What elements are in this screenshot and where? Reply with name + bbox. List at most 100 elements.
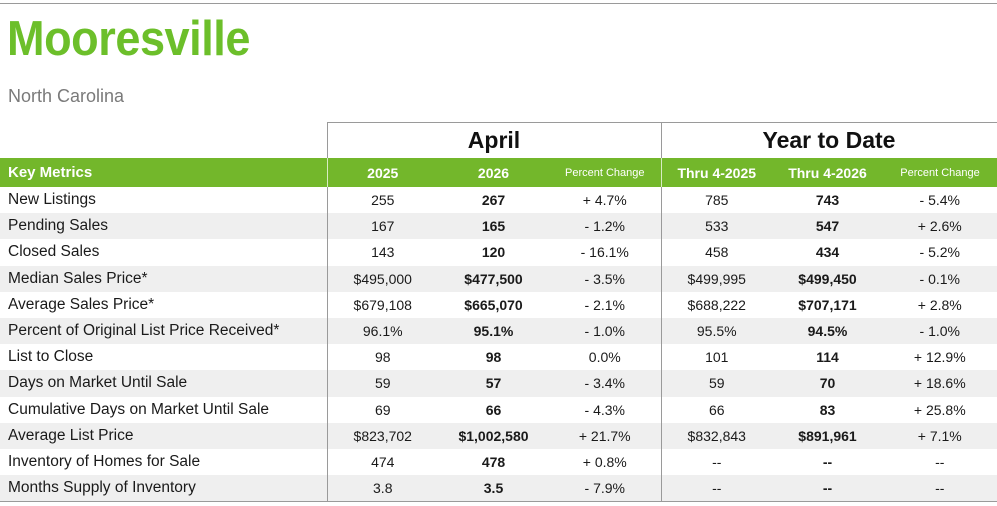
april-2026-value: 120 [481, 244, 506, 261]
ytd-2026-value: 94.5% [772, 317, 883, 345]
metric-label: Closed Sales [8, 243, 100, 261]
ytd-2025-value: -- [660, 475, 772, 503]
ytd-percent-change: + 7.1% [883, 422, 997, 449]
group-header-row: April Year to Date [0, 122, 997, 159]
table-row: Pending Sales 167 165 - 1.2% 533 547 + 2… [0, 213, 997, 240]
metrics-table: April Year to Date Key Metrics 2025 2026… [0, 122, 997, 503]
ytd-percent-change: + 2.6% [883, 213, 997, 240]
ytd-percent-change: + 12.9% [883, 344, 997, 371]
april-2026-value: $477,500 [438, 265, 549, 292]
april-2025-value: $679,108 [326, 291, 438, 318]
april-percent-change: - 16.1% [580, 244, 629, 261]
april-2026-value: $1,002,580 [438, 422, 549, 449]
april-2025-value: 3.8 [326, 475, 438, 503]
metric-label: New Listings [8, 191, 96, 209]
april-2025-value: 98 [326, 344, 438, 371]
metric-label: Months Supply of Inventory [0, 475, 327, 503]
ytd-2026-value: $891,961 [772, 422, 883, 449]
metric-label: Inventory of Homes for Sale [8, 452, 201, 470]
ytd-2026-value: $707,171 [798, 296, 857, 313]
table-row: Months Supply of Inventory 3.8 3.5 - 7.9… [0, 475, 997, 503]
ytd-2025-value: $688,222 [660, 291, 772, 318]
metric-label: Pending Sales [0, 213, 327, 240]
april-2025-value: 167 [326, 213, 438, 240]
ytd-percent-change: - 0.1% [883, 265, 997, 292]
ytd-2026-value: 83 [819, 401, 836, 418]
ytd-percent-change: + 18.6% [883, 370, 997, 397]
ytd-2025-value: 59 [660, 370, 772, 397]
top-divider [0, 3, 997, 4]
ytd-percent-change: -- [883, 475, 997, 503]
metric-label: Days on Market Until Sale [0, 370, 327, 397]
april-percent-change: - 4.3% [584, 401, 625, 418]
metrics-table-container: April Year to Date Key Metrics 2025 2026… [0, 122, 997, 503]
april-2026-value: 95.1% [438, 317, 549, 345]
april-2025-value: 59 [326, 370, 438, 397]
ytd-2026-value: -- [772, 475, 883, 503]
april-2026-value: 98 [485, 349, 502, 366]
column-header-april-percent-change: Percent Change [549, 158, 661, 187]
ytd-percent-change: - 1.0% [883, 317, 997, 345]
april-percent-change: + 0.8% [582, 453, 627, 470]
april-2025-value: $823,702 [326, 422, 438, 449]
column-header-april-2026: 2026 [438, 158, 549, 187]
ytd-2025-value: 533 [660, 213, 772, 240]
ytd-2026-value: 434 [815, 244, 840, 261]
table-row: New Listings 255 267 + 4.7% 785 743 - 5.… [0, 187, 997, 214]
page-title: Mooresville [7, 12, 250, 66]
metric-label: Percent of Original List Price Received* [0, 317, 327, 345]
ytd-2026-value: $499,450 [772, 265, 883, 292]
metric-label: Average List Price [0, 422, 327, 449]
group-header-spacer [0, 123, 327, 159]
metric-label: Median Sales Price* [0, 265, 327, 292]
metric-label: Cumulative Days on Market Until Sale [8, 400, 270, 418]
page-subtitle: North Carolina [8, 86, 125, 106]
april-percent-change: 0.0% [588, 349, 621, 366]
april-percent-change: - 3.5% [549, 265, 661, 292]
ytd-2025-value: $832,843 [660, 422, 772, 449]
column-header-april-2025: 2025 [326, 158, 438, 187]
ytd-2026-value: 743 [815, 192, 840, 209]
ytd-2026-value: 70 [772, 370, 883, 397]
april-2026-value: 165 [438, 213, 549, 240]
column-header-ytd-2026: Thru 4-2026 [772, 158, 883, 187]
ytd-2025-value: 95.5% [660, 317, 772, 345]
ytd-2025-value: -- [660, 448, 772, 476]
april-percent-change: - 1.0% [549, 317, 661, 345]
ytd-percent-change: - 5.4% [883, 187, 997, 214]
april-2025-value: 96.1% [326, 317, 438, 345]
group-header-ytd: Year to Date [660, 122, 997, 158]
april-2026-value: 267 [481, 192, 506, 209]
april-2025-value: 474 [326, 448, 438, 476]
table-row: Days on Market Until Sale 59 57 - 3.4% 5… [0, 370, 997, 397]
april-percent-change: - 1.2% [549, 213, 661, 240]
column-header-key-metrics: Key Metrics [0, 158, 327, 187]
ytd-percent-change: - 5.2% [883, 239, 997, 266]
ytd-percent-change: + 2.8% [883, 291, 997, 318]
april-2025-value: 69 [326, 396, 438, 423]
table-row: Percent of Original List Price Received*… [0, 317, 997, 345]
table-row: Median Sales Price* $495,000 $477,500 - … [0, 265, 997, 292]
april-2025-value: 255 [326, 187, 438, 214]
april-2026-value: 66 [485, 401, 502, 418]
column-header-ytd-2025: Thru 4-2025 [660, 158, 772, 187]
april-2026-value: 3.5 [438, 475, 549, 503]
april-percent-change: - 3.4% [549, 370, 661, 397]
ytd-2026-value: 114 [816, 349, 839, 366]
group-header-april: April [326, 122, 661, 158]
metric-label: List to Close [8, 348, 94, 366]
ytd-percent-change: + 25.8% [883, 396, 997, 423]
april-percent-change: - 2.1% [584, 296, 625, 313]
april-2025-value: 143 [326, 239, 438, 266]
table-row: Average Sales Price* $679,108 $665,070 -… [0, 291, 997, 318]
april-2026-value: 57 [438, 370, 549, 397]
table-row: Average List Price $823,702 $1,002,580 +… [0, 422, 997, 449]
metric-label: Average Sales Price* [8, 295, 155, 313]
ytd-2025-value: 785 [660, 187, 772, 214]
table-row: Closed Sales 143 120 - 16.1% 458 434 - 5… [0, 239, 997, 266]
column-header-ytd-percent-change: Percent Change [883, 158, 997, 187]
ytd-2026-value: -- [822, 453, 833, 470]
ytd-percent-change: -- [883, 448, 997, 476]
april-2026-value: 478 [481, 453, 506, 470]
ytd-2025-value: $499,995 [660, 265, 772, 292]
